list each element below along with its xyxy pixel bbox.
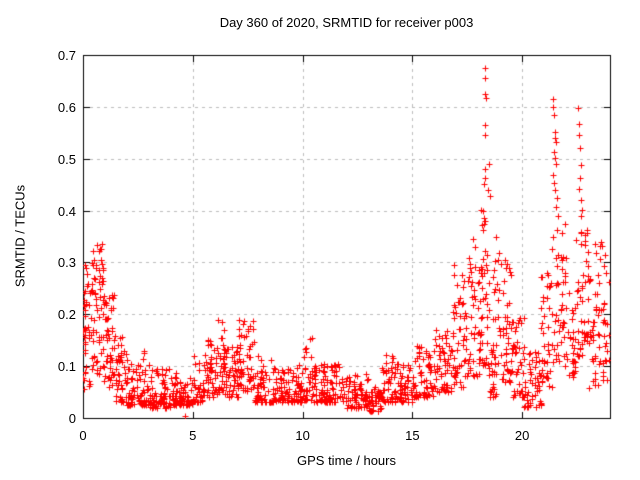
y-tick-label: 0.1 bbox=[57, 359, 76, 375]
x-tick-label: 10 bbox=[295, 428, 310, 443]
y-tick-label: 0.6 bbox=[57, 99, 76, 115]
y-tick-label: 0.7 bbox=[57, 48, 76, 63]
y-tick-label: 0.2 bbox=[57, 307, 76, 323]
y-tick-label: 0.3 bbox=[57, 255, 76, 271]
y-axis-label: SRMTID / TECUs bbox=[12, 184, 28, 288]
x-axis-label: GPS time / hours bbox=[297, 453, 396, 468]
x-tick-label: 0 bbox=[79, 428, 87, 443]
x-tick-label: 5 bbox=[189, 428, 197, 443]
y-tick-label: 0.4 bbox=[57, 203, 76, 219]
x-tick-label: 20 bbox=[514, 428, 530, 443]
y-tick-label: 0 bbox=[68, 411, 76, 426]
y-tick-label: 0.5 bbox=[57, 151, 76, 167]
x-tick-label: 15 bbox=[405, 428, 420, 443]
chart-title: Day 360 of 2020, SRMTID for receiver p00… bbox=[219, 15, 474, 30]
